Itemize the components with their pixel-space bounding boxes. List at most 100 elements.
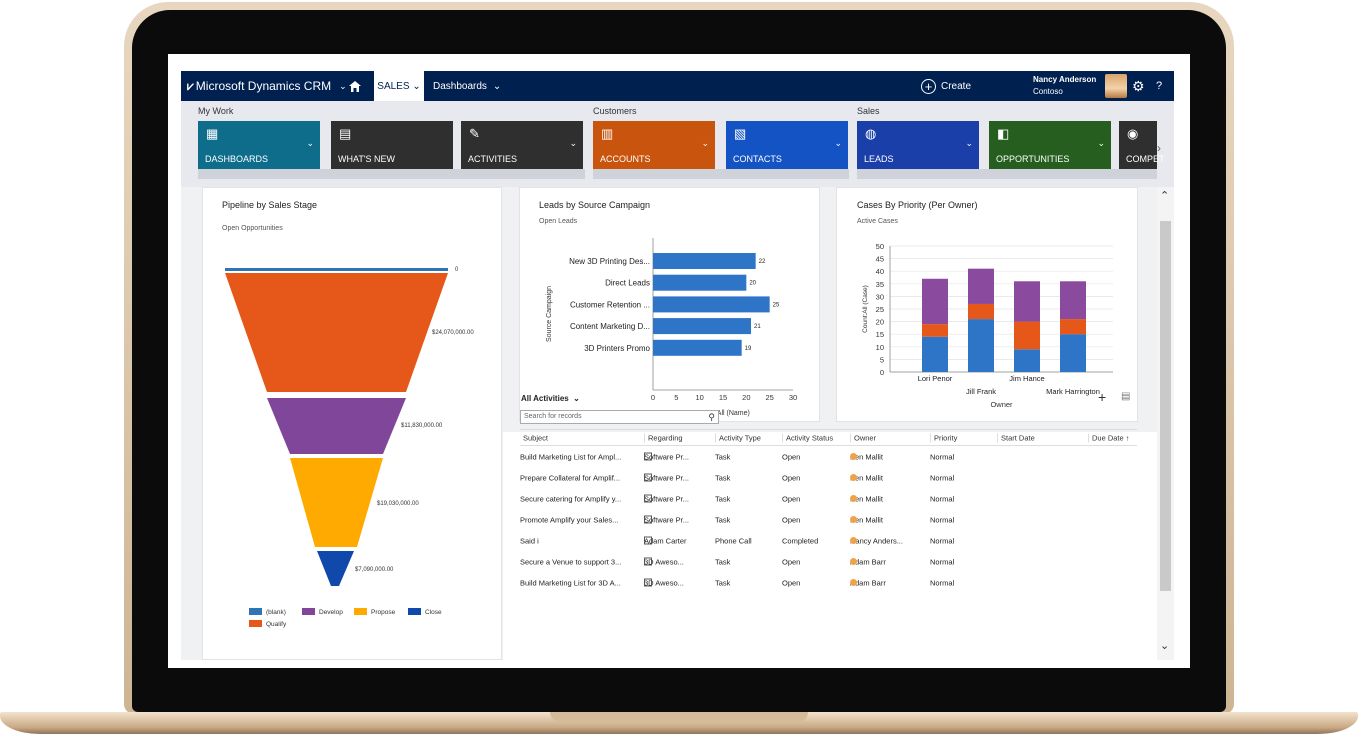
- tile-accounts[interactable]: ▥ ACCOUNTS ⌄: [593, 121, 715, 169]
- cases-bar-segment[interactable]: [968, 319, 994, 372]
- grid-column-header[interactable]: Owner: [850, 433, 930, 442]
- grid-column-header[interactable]: Activity Type: [715, 433, 781, 442]
- activities-view-name: All Activities: [521, 394, 569, 403]
- cases-bar-segment[interactable]: [922, 336, 948, 372]
- grid-column-header[interactable]: Priority: [930, 433, 996, 442]
- leads-bar[interactable]: [653, 253, 756, 269]
- cases-bar-segment[interactable]: [1060, 281, 1086, 320]
- vertical-scrollbar[interactable]: ⌃ ⌄: [1157, 187, 1174, 660]
- grid-column-header[interactable]: Due Date ↑: [1088, 433, 1138, 442]
- table-cell: Phone Call: [715, 536, 752, 545]
- activities-search-input[interactable]: Search for records ⚲: [520, 410, 719, 424]
- activities-view-selector[interactable]: All Activities ⌄: [521, 394, 580, 403]
- table-cell[interactable]: Build Marketing List for 3D A...: [520, 578, 621, 587]
- nav-tab-sales[interactable]: SALES ⌄: [374, 71, 424, 101]
- chevron-down-icon[interactable]: ⌄: [306, 138, 314, 148]
- tile-activities[interactable]: ✎ ACTIVITIES ⌄: [461, 121, 583, 169]
- table-row[interactable]: Build Marketing List for 3D A... 3D Aweso…: [520, 572, 1137, 593]
- tile-icon: ◧: [997, 126, 1010, 141]
- tile-what-s-new[interactable]: ▤ WHAT'S NEW: [331, 121, 453, 169]
- tile-contacts[interactable]: ▧ CONTACTS ⌄: [726, 121, 848, 169]
- cases-bar-segment[interactable]: [922, 278, 948, 325]
- legend-label: (blank): [266, 609, 286, 616]
- grid-column-header[interactable]: Activity Status: [782, 433, 848, 442]
- add-activity-button[interactable]: +: [1098, 389, 1107, 405]
- table-cell: Open: [782, 578, 801, 587]
- leads-bar[interactable]: [653, 274, 747, 291]
- chevron-right-icon[interactable]: ›: [1157, 141, 1161, 155]
- chevron-down-icon[interactable]: ⌄: [701, 138, 709, 148]
- cases-bar-segment[interactable]: [1060, 319, 1086, 335]
- user-name: Nancy Anderson: [1033, 75, 1097, 84]
- leads-x-tick: 20: [742, 393, 750, 402]
- home-button[interactable]: [349, 71, 361, 101]
- tile-compet[interactable]: ◉ COMPET: [1119, 121, 1165, 169]
- cases-bar-segment[interactable]: [968, 268, 994, 304]
- cases-bar-segment[interactable]: [1014, 281, 1040, 322]
- leads-x-tick: 30: [789, 393, 797, 402]
- cases-bar-segment[interactable]: [1014, 321, 1040, 350]
- chevron-down-icon[interactable]: ⌄: [965, 138, 973, 148]
- chevron-down-icon[interactable]: ⌄: [1097, 138, 1105, 148]
- scroll-down-icon[interactable]: ⌄: [1160, 640, 1170, 652]
- scrollbar-thumb[interactable]: [1160, 221, 1171, 591]
- tile-leads[interactable]: ◍ LEADS ⌄: [857, 121, 979, 169]
- table-cell[interactable]: Adam Barr: [850, 578, 886, 587]
- table-cell: Normal: [930, 578, 955, 587]
- avatar[interactable]: [1105, 74, 1127, 98]
- tile-opportunities[interactable]: ◧ OPPORTUNITIES ⌄: [989, 121, 1111, 169]
- create-button[interactable]: + Create: [921, 71, 971, 101]
- table-cell[interactable]: Software Pr...: [644, 494, 690, 503]
- user-info[interactable]: Nancy Anderson Contoso: [1033, 71, 1096, 101]
- tile-label: ACTIVITIES: [468, 154, 518, 164]
- table-cell[interactable]: Secure a Venue to support 3...: [520, 557, 622, 566]
- leads-bar[interactable]: [653, 318, 751, 335]
- cases-bar-segment[interactable]: [1060, 334, 1086, 372]
- cases-bar-segment[interactable]: [922, 324, 948, 337]
- table-row[interactable]: Build Marketing List for Ampl... Software…: [520, 446, 1137, 467]
- table-cell[interactable]: Adam Barr: [850, 557, 886, 566]
- search-icon[interactable]: ⚲: [708, 412, 715, 422]
- table-cell[interactable]: 3D Aweso...: [644, 557, 684, 566]
- table-cell[interactable]: Nancy Anders...: [850, 536, 903, 545]
- table-cell[interactable]: Software Pr...: [644, 452, 690, 461]
- cases-bar-segment[interactable]: [1014, 349, 1040, 372]
- table-cell[interactable]: Build Marketing List for Ampl...: [520, 452, 622, 461]
- tile-dashboards[interactable]: ▦ DASHBOARDS ⌄: [198, 121, 320, 169]
- grid-column-header[interactable]: Regarding: [644, 433, 714, 442]
- funnel-stage-label: $11,830,000.00: [401, 423, 443, 429]
- table-cell[interactable]: Ken Mallit: [850, 473, 883, 482]
- list-view-icon[interactable]: ▤: [1121, 391, 1131, 402]
- table-row[interactable]: Secure catering for Amplify y... Software…: [520, 488, 1137, 509]
- leads-bar[interactable]: [653, 296, 770, 313]
- chevron-down-icon[interactable]: ⌄: [834, 138, 842, 148]
- table-cell[interactable]: Ken Mallit: [850, 494, 883, 503]
- leads-bar[interactable]: [653, 339, 742, 356]
- settings-gear-icon[interactable]: ⚙: [1132, 77, 1145, 94]
- table-cell[interactable]: Ken Mallit: [850, 515, 883, 524]
- cases-bar-segment[interactable]: [968, 303, 994, 320]
- table-row[interactable]: Said i Adam Carter Phone Call Completed Nanc…: [520, 530, 1137, 551]
- table-cell[interactable]: Prepare Collateral for Amplif...: [520, 473, 621, 482]
- table-cell[interactable]: Software Pr...: [644, 473, 690, 482]
- table-cell[interactable]: Said i: [520, 536, 539, 545]
- table-cell[interactable]: Software Pr...: [644, 515, 690, 524]
- grid-column-header[interactable]: Subject: [523, 433, 549, 442]
- table-cell[interactable]: Adam Carter: [644, 536, 687, 545]
- table-cell[interactable]: Promote Amplify your Sales...: [520, 515, 619, 524]
- table-cell[interactable]: Secure catering for Amplify y...: [520, 494, 622, 503]
- table-cell[interactable]: Ken Mallit: [850, 452, 883, 461]
- nav-tab-dashboards[interactable]: Dashboards ⌄: [433, 71, 501, 101]
- user-icon: [850, 537, 857, 544]
- pipeline-funnel-chart: 0 $24,070,000.00 $11,830,000.00 $19,030,…: [225, 267, 474, 628]
- app-switcher[interactable]: ⩗ Microsoft Dynamics CRM ⌄: [187, 71, 347, 101]
- table-cell[interactable]: 3D Aweso...: [644, 578, 684, 587]
- pipeline-subtitle: Open Opportunities: [222, 225, 283, 232]
- help-icon[interactable]: ?: [1156, 80, 1163, 92]
- scroll-up-icon[interactable]: ⌃: [1160, 190, 1170, 202]
- table-row[interactable]: Promote Amplify your Sales... Software Pr…: [520, 509, 1137, 530]
- grid-column-header[interactable]: Start Date: [997, 433, 1087, 442]
- table-row[interactable]: Secure a Venue to support 3... 3D Aweso..…: [520, 551, 1137, 572]
- table-row[interactable]: Prepare Collateral for Amplif... Software…: [520, 467, 1137, 488]
- chevron-down-icon[interactable]: ⌄: [569, 138, 577, 148]
